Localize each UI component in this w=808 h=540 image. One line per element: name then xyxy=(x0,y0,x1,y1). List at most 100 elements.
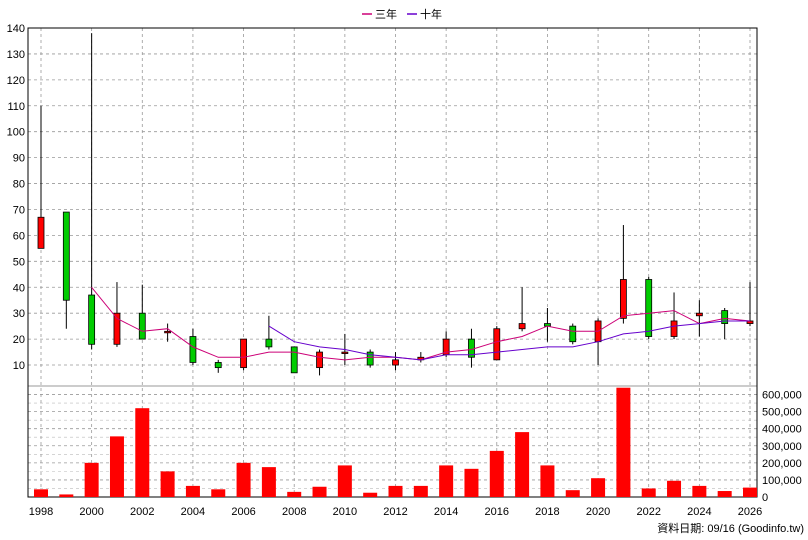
price-tick-label: 120 xyxy=(7,75,25,87)
price-tick-label: 70 xyxy=(13,204,25,216)
grid-lines xyxy=(28,27,757,498)
price-tick-label: 100 xyxy=(7,127,25,139)
candle-body xyxy=(569,325,577,343)
x-tick-label: 2006 xyxy=(231,506,255,518)
x-tick-label: 2004 xyxy=(181,506,205,518)
volume-bar xyxy=(211,489,226,497)
legend-label: 十年 xyxy=(420,7,442,21)
volume-tick-label: 0 xyxy=(762,492,768,504)
volume-bar xyxy=(59,494,74,497)
candle-body xyxy=(113,312,121,345)
price-tick-label: 90 xyxy=(13,153,25,165)
volume-tick-label: 100,000 xyxy=(762,475,802,487)
candle-body xyxy=(138,312,146,340)
volume-bar xyxy=(363,492,378,497)
candle-body xyxy=(316,351,323,369)
volume-bar xyxy=(489,450,504,497)
candle-body xyxy=(392,359,399,366)
price-tick-label: 140 xyxy=(7,23,25,35)
candle-body xyxy=(695,312,703,317)
candle-body xyxy=(341,351,349,354)
axes: 10 20 30 40 50 60 70 80 90 100 110 120 130 140 0 100,00… xyxy=(7,23,802,518)
x-tick-label: 2012 xyxy=(383,506,407,518)
legend-label: 三年 xyxy=(375,7,397,21)
candle-body xyxy=(164,330,172,334)
volume-bar xyxy=(464,468,479,497)
x-tick-label: 2000 xyxy=(79,506,103,518)
candle-body xyxy=(62,211,70,301)
x-tick-label: 2022 xyxy=(636,506,660,518)
volume-bars xyxy=(34,387,757,497)
candle-body xyxy=(240,338,247,369)
x-tick-label: 1998 xyxy=(29,506,53,518)
price-tick-label: 110 xyxy=(7,101,25,113)
volume-bar xyxy=(591,478,606,497)
legend: 三年 十年 xyxy=(362,7,442,21)
volume-bar xyxy=(261,467,276,497)
candle-body xyxy=(721,310,729,324)
candle-body xyxy=(265,338,273,348)
volume-bar xyxy=(439,465,454,497)
volume-bar xyxy=(84,462,99,497)
candle-body xyxy=(290,346,298,374)
price-tick-label: 60 xyxy=(13,230,25,242)
candle-body xyxy=(518,323,526,330)
volume-bar xyxy=(34,489,48,497)
volume-bar xyxy=(160,471,175,497)
candle-body xyxy=(493,328,501,361)
candle-body xyxy=(189,336,197,363)
volume-bar xyxy=(616,387,631,497)
volume-bar xyxy=(388,485,403,497)
price-candles xyxy=(37,33,754,376)
x-tick-label: 2010 xyxy=(333,506,357,518)
price-tick-label: 50 xyxy=(13,256,25,268)
volume-bar xyxy=(692,485,707,497)
x-tick-label: 2024 xyxy=(687,506,711,518)
volume-tick-label: 300,000 xyxy=(762,441,802,453)
x-tick-label: 2020 xyxy=(586,506,610,518)
price-tick-label: 40 xyxy=(13,282,25,294)
ma-line-10yr xyxy=(268,320,750,361)
moving-average-lines xyxy=(91,286,751,361)
x-tick-label: 2018 xyxy=(535,506,559,518)
candle-body xyxy=(645,279,653,337)
candle-body xyxy=(366,351,374,366)
candle-body xyxy=(37,216,45,249)
candle-body xyxy=(88,294,96,345)
volume-bar xyxy=(337,465,352,497)
price-tick-label: 80 xyxy=(13,179,25,191)
volume-tick-label: 500,000 xyxy=(762,407,802,419)
volume-bar xyxy=(185,485,200,497)
candle-body xyxy=(214,362,222,369)
x-tick-label: 2002 xyxy=(130,506,154,518)
volume-bar xyxy=(135,408,150,497)
price-tick-label: 130 xyxy=(7,49,25,61)
volume-bar xyxy=(743,487,757,497)
volume-tick-label: 200,000 xyxy=(762,458,802,470)
price-tick-label: 10 xyxy=(13,360,25,372)
x-tick-label: 2016 xyxy=(485,506,509,518)
price-tick-label: 20 xyxy=(13,334,25,346)
volume-bar xyxy=(287,491,302,497)
source-note: 資料日期: 09/16 (Goodinfo.tw) xyxy=(657,521,804,535)
volume-bar xyxy=(667,480,682,497)
candle-body xyxy=(619,279,627,319)
x-tick-label: 2026 xyxy=(738,506,762,518)
x-tick-label: 2008 xyxy=(282,506,306,518)
volume-bar xyxy=(236,462,251,497)
volume-bar xyxy=(413,485,428,497)
volume-bar xyxy=(717,491,732,497)
volume-bar xyxy=(515,432,530,497)
x-tick-label: 2014 xyxy=(434,506,458,518)
volume-bar xyxy=(312,486,327,497)
volume-bar xyxy=(565,490,580,497)
volume-bar xyxy=(109,436,124,497)
volume-bar xyxy=(540,465,555,497)
volume-bar xyxy=(641,488,656,497)
volume-tick-label: 600,000 xyxy=(762,390,802,402)
candle-body xyxy=(670,320,678,337)
volume-tick-label: 400,000 xyxy=(762,424,802,436)
price-tick-label: 30 xyxy=(13,308,25,320)
